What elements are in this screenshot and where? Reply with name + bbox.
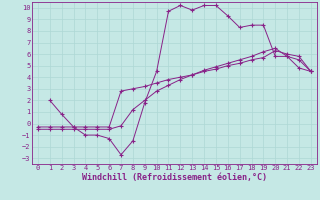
X-axis label: Windchill (Refroidissement éolien,°C): Windchill (Refroidissement éolien,°C): [82, 173, 267, 182]
